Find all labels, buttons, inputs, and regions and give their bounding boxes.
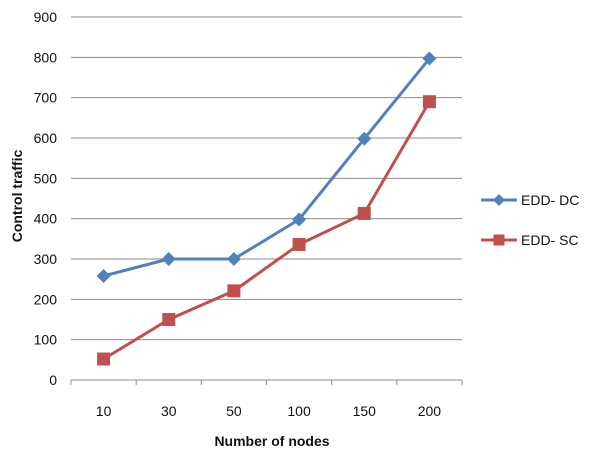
series-edd-sc xyxy=(97,95,436,366)
y-tick-label-800: 800 xyxy=(34,49,58,65)
legend-label-edd-dc: EDD- DC xyxy=(521,192,579,208)
data-point-edd-sc-30 xyxy=(162,313,176,326)
y-tick-label-700: 700 xyxy=(34,90,58,106)
data-point-edd-sc-50 xyxy=(227,284,241,298)
series-edd-dc xyxy=(96,51,437,283)
x-tick-label-150: 150 xyxy=(353,403,377,419)
x-tick-labels: 10 30 50 100 150 200 xyxy=(96,403,442,419)
data-point-edd-dc-30 xyxy=(161,252,176,266)
y-tick-label-300: 300 xyxy=(34,251,58,267)
legend-marker-edd-sc xyxy=(493,234,505,246)
gridlines xyxy=(71,16,462,341)
y-tick-labels: 0 100 200 300 400 500 600 700 800 900 xyxy=(34,9,58,388)
data-point-edd-dc-100 xyxy=(292,212,307,227)
legend-item-edd-sc: EDD- SC xyxy=(481,232,579,248)
data-point-edd-sc-200 xyxy=(422,95,436,109)
data-point-edd-dc-200 xyxy=(422,51,437,66)
data-point-edd-sc-150 xyxy=(357,206,371,220)
data-point-edd-sc-100 xyxy=(292,237,306,251)
series-group xyxy=(96,51,437,366)
y-tick-label-600: 600 xyxy=(34,130,58,146)
y-axis-title: Control traffic xyxy=(9,150,25,243)
legend: EDD- DC EDD- SC xyxy=(481,192,579,248)
y-tick-label-100: 100 xyxy=(34,332,58,348)
series-line-edd-dc xyxy=(103,57,431,278)
x-tick-label-30: 30 xyxy=(161,403,177,419)
x-tick-label-200: 200 xyxy=(418,403,442,419)
y-tick-label-900: 900 xyxy=(34,9,58,25)
y-tick-label-400: 400 xyxy=(34,211,58,227)
data-point-edd-sc-10 xyxy=(97,352,111,366)
data-point-edd-dc-10 xyxy=(96,268,111,283)
x-tick-label-100: 100 xyxy=(287,403,311,419)
axes xyxy=(70,379,463,385)
legend-marker-edd-dc xyxy=(493,194,505,206)
y-tick-label-200: 200 xyxy=(34,291,58,307)
legend-label-edd-sc: EDD- SC xyxy=(521,232,579,248)
data-point-edd-dc-150 xyxy=(357,131,372,146)
series-line-edd-sc xyxy=(102,100,431,361)
y-tick-label-500: 500 xyxy=(34,170,58,186)
x-tick-label-10: 10 xyxy=(96,403,112,419)
legend-item-edd-dc: EDD- DC xyxy=(481,192,579,208)
x-tick-label-50: 50 xyxy=(226,403,242,419)
data-point-edd-dc-50 xyxy=(226,252,241,266)
x-axis-title: Number of nodes xyxy=(214,433,329,449)
y-tick-label-0: 0 xyxy=(49,372,57,388)
